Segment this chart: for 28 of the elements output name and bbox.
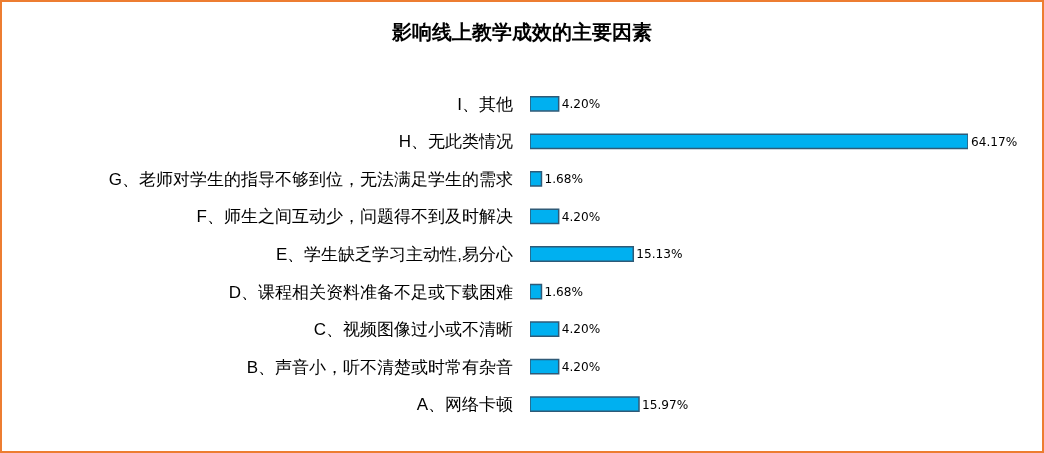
y-tick-label: G、老师对学生的指导不够到位，无法满足学生的需求 bbox=[108, 169, 513, 189]
y-tick-label: A、网络卡顿 bbox=[416, 395, 513, 415]
data-label: 1.68% bbox=[544, 172, 583, 187]
y-tick-label: F、师生之间互动少，问题得不到及时解决 bbox=[196, 207, 513, 227]
bar bbox=[530, 171, 543, 187]
data-label: 4.20% bbox=[561, 359, 601, 374]
y-tick-label: E、学生缺乏学习主动性,易分心 bbox=[275, 244, 513, 264]
bar bbox=[530, 321, 560, 337]
y-tick-label: B、声音小，听不清楚或时常有杂音 bbox=[246, 357, 513, 377]
bar bbox=[530, 283, 543, 300]
bar bbox=[530, 358, 560, 375]
bar bbox=[530, 246, 635, 262]
chart-title: 影响线上教学成效的主要因素 bbox=[391, 20, 652, 43]
bar bbox=[530, 396, 640, 413]
bar bbox=[530, 208, 560, 225]
data-label: 15.13% bbox=[636, 247, 683, 262]
bar bbox=[530, 95, 560, 112]
bar bbox=[530, 133, 968, 150]
data-label: 1.68% bbox=[544, 284, 583, 299]
data-label: 15.97% bbox=[642, 397, 689, 412]
data-label: 4.20% bbox=[561, 209, 601, 224]
data-label: 64.17% bbox=[971, 134, 1018, 149]
y-tick-label: D、课程相关资料准备不足或下载困难 bbox=[228, 282, 513, 302]
data-label: 4.20% bbox=[561, 97, 601, 112]
y-tick-label: I、其他 bbox=[457, 94, 513, 114]
y-tick-label: H、无此类情况 bbox=[398, 132, 513, 152]
data-label: 4.20% bbox=[561, 322, 601, 337]
y-tick-label: C、视频图像过小或不清晰 bbox=[313, 320, 513, 340]
